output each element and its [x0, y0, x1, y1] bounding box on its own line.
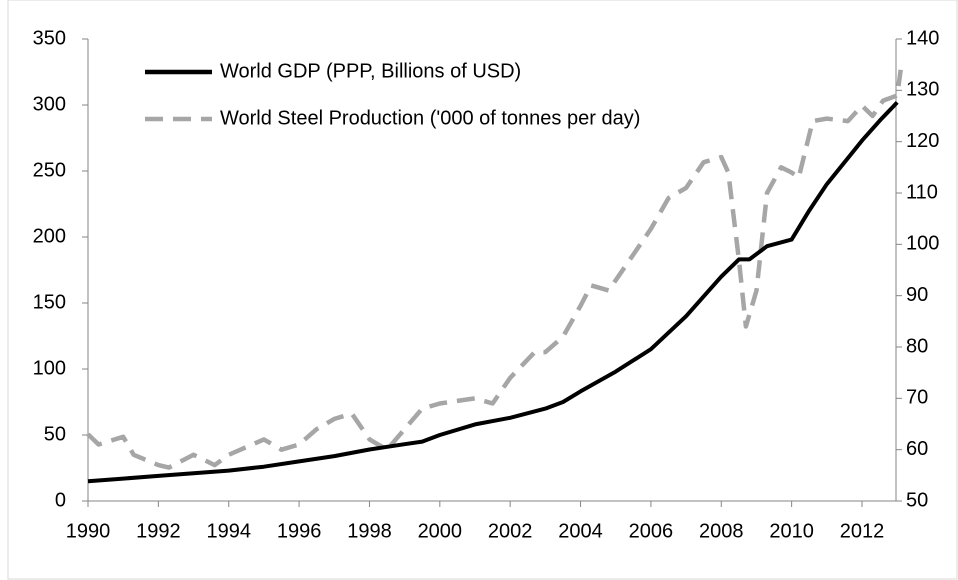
- y2-tick-label: 100: [906, 233, 939, 255]
- y2-tick-label: 60: [906, 438, 928, 460]
- y-tick-label: 50: [44, 423, 66, 445]
- y-tick-label: 300: [33, 93, 66, 115]
- x-tick-label: 1990: [66, 520, 111, 542]
- y2-tick-label: 80: [906, 335, 928, 357]
- y2-tick-label: 50: [906, 489, 928, 511]
- y2-tick-label: 110: [906, 181, 938, 203]
- x-tick-label: 1998: [347, 520, 392, 542]
- y-tick-label: 150: [33, 291, 66, 313]
- x-tick-label: 2012: [840, 520, 885, 542]
- series-line: [86, 69, 903, 470]
- x-tick-label: 1994: [206, 520, 251, 542]
- x-tick-label: 2010: [769, 520, 814, 542]
- legend-label: World GDP (PPP, Billions of USD): [220, 60, 521, 82]
- x-tick-label: 2002: [488, 520, 533, 542]
- y2-tick-label: 140: [906, 27, 939, 49]
- y-tick-label: 250: [33, 159, 66, 181]
- y-tick-label: 0: [55, 489, 66, 511]
- x-tick-label: 2008: [699, 520, 744, 542]
- chart-border: [7, 0, 958, 580]
- legend-label: World Steel Production ('000 of tonnes p…: [220, 107, 640, 129]
- x-tick-label: 1996: [277, 520, 322, 542]
- y-tick-label: 100: [33, 357, 66, 379]
- y2-tick-label: 70: [906, 387, 928, 409]
- x-tick-label: 2004: [558, 520, 603, 542]
- y2-tick-label: 90: [906, 284, 928, 306]
- x-tick-label: 2006: [629, 520, 674, 542]
- y2-tick-label: 130: [906, 79, 939, 101]
- y2-tick-label: 120: [906, 130, 939, 152]
- x-tick-label: 1992: [136, 520, 181, 542]
- y-tick-label: 350: [33, 27, 66, 49]
- x-tick-label: 2000: [418, 520, 463, 542]
- series-line: [87, 101, 899, 484]
- y-tick-label: 200: [33, 225, 66, 247]
